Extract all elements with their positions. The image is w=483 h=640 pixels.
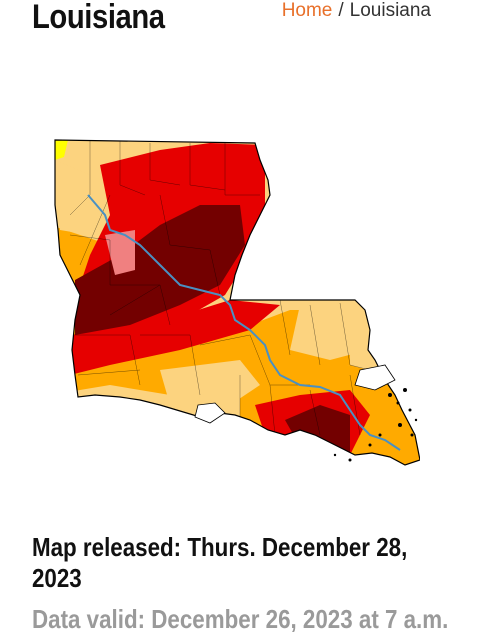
breadcrumb-home-link[interactable]: Home — [281, 0, 333, 21]
zone-extreme-central — [70, 300, 280, 375]
parish-boundaries — [69, 140, 391, 436]
coastal-marsh — [333, 388, 418, 462]
data-valid-date: Data valid: December 26, 2023 at 7 a.m. — [32, 604, 449, 634]
zone-exceptional — [75, 205, 245, 335]
state-outline — [54, 139, 420, 466]
breadcrumb: Home / Louisiana — [282, 0, 431, 22]
breadcrumb-current: Louisiana — [349, 0, 431, 21]
lake-pontchartrain — [354, 364, 396, 391]
zone-moderate-east — [290, 303, 368, 360]
zone-abnormally-dry — [55, 140, 68, 160]
drought-map — [50, 135, 420, 475]
map-release-date: Map released: Thurs. December 28, 2023 — [32, 532, 408, 593]
page-title: Louisiana — [32, 0, 165, 36]
zone-extreme-light — [105, 230, 135, 275]
breadcrumb-separator: / — [338, 0, 344, 21]
lake-calcasieu — [194, 402, 226, 424]
zone-moderate-south — [160, 360, 260, 405]
drought-map-svg — [54, 139, 420, 466]
zone-moderate-nw — [55, 160, 105, 235]
river-mississippi — [87, 194, 401, 451]
